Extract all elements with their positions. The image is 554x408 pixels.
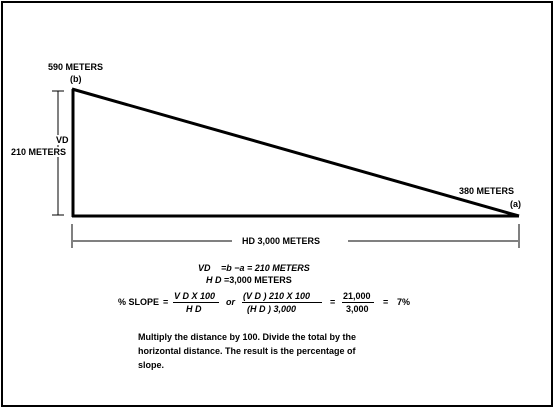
vd-value: 210 METERS: [10, 147, 68, 157]
slope-equals-2: =: [330, 297, 336, 307]
explanation-note: Multiply the distance by 100. Divide the…: [138, 332, 357, 370]
fraction-2-bar: [242, 302, 322, 303]
slope-equals-1: =: [163, 297, 169, 307]
point-b-label: (b): [70, 74, 82, 84]
slope-result: 7%: [397, 297, 411, 307]
hd-label: HD 3,000 METERS: [242, 236, 321, 246]
or-text: or: [226, 297, 235, 307]
point-a-elevation: 380 METERS: [459, 186, 515, 196]
vd-formula-lhs: VD: [198, 263, 211, 273]
fraction-1-bar: [173, 302, 219, 303]
fraction-3-denominator: 3,000: [346, 304, 369, 314]
vd-label: VD: [55, 135, 70, 145]
slope-label: % SLOPE: [118, 297, 160, 307]
fraction-1-denominator: H D: [186, 304, 202, 314]
fraction-2-denominator: (H D ) 3,000: [247, 304, 297, 314]
hd-formula-lhs: H D: [206, 275, 222, 285]
slope-line: [71, 87, 520, 218]
fraction-1-numerator: V D X 100: [174, 291, 216, 301]
fraction-3-numerator: 21,000: [343, 291, 371, 301]
fraction-2-numerator: (V D ) 210 X 100: [243, 291, 311, 301]
point-b-elevation: 590 METERS: [48, 62, 104, 72]
vd-formula-rhs: =b −a = 210 METERS: [221, 263, 310, 273]
slope-equals-3: =: [383, 297, 389, 307]
fraction-3-bar: [342, 302, 374, 303]
point-a-label: (a): [510, 199, 521, 209]
hd-formula-rhs: =3,000 METERS: [224, 275, 292, 285]
